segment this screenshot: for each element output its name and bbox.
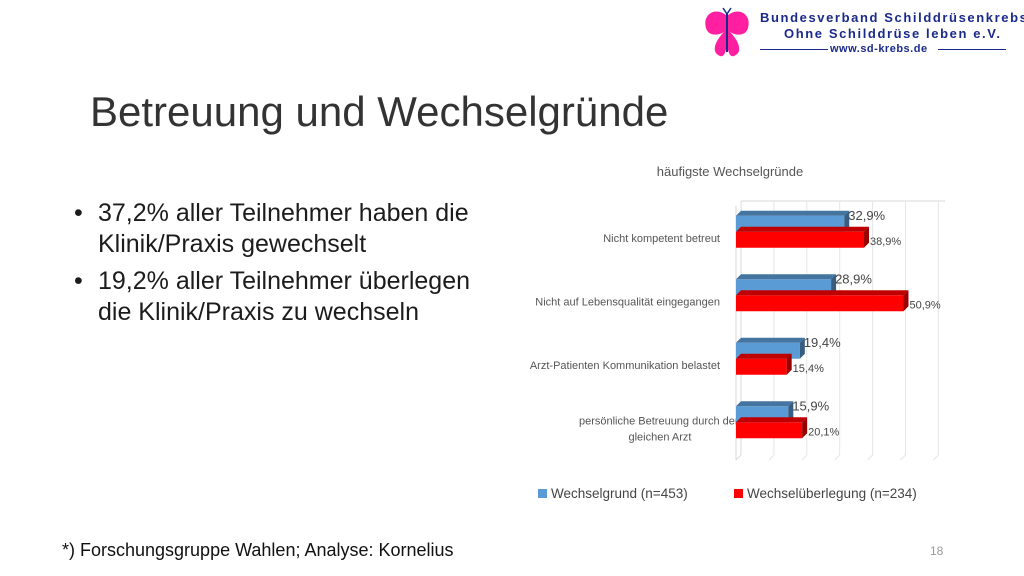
footnote: *) Forschungsgruppe Wahlen; Analyse: Kor… (62, 540, 454, 560)
bar-side-face (863, 226, 869, 248)
bar-top-face (736, 417, 808, 423)
bar-chart: häufigste Wechselgründe Nicht kompetent b… (490, 160, 960, 520)
legend-swatch (538, 489, 547, 498)
legend-label: Wechselgrund (n=453) (551, 486, 688, 501)
bar-top-face (736, 401, 794, 407)
bar-top-face (736, 226, 869, 232)
data-label: 19,4% (804, 335, 841, 350)
data-label: 28,9% (835, 271, 872, 286)
gridline-floor (900, 454, 906, 461)
bar-side-face (903, 290, 909, 312)
bar-top-face (736, 290, 909, 296)
plot-floor-edge (735, 454, 742, 461)
bullet-glyph: • (74, 267, 83, 295)
bar-side-face (831, 274, 837, 296)
org-subtitle-line: Ohne Schilddrüse leben e.V. (784, 26, 1002, 41)
bullet-text: 37,2% aller Teilnehmer haben die Klinik/… (98, 199, 469, 258)
category-label: Nicht kompetent betreut (603, 233, 720, 245)
chart-title: häufigste Wechselgründe (657, 164, 803, 179)
gridline-floor (933, 454, 939, 461)
category-label: Arzt-Patienten Kommunikation belastet (530, 360, 720, 372)
gridline-floor (834, 454, 841, 461)
bar (736, 422, 803, 439)
org-rule-right (938, 49, 1006, 50)
chart-canvas: häufigste Wechselgründe Nicht kompetent b… (530, 164, 945, 501)
org-name-line: Bundesverband Schilddrüsenkrebs (760, 10, 1024, 25)
bullet-item: • 37,2% aller Teilnehmer haben die Klini… (70, 198, 470, 260)
legend-label: Wechselüberlegung (n=234) (747, 486, 917, 501)
data-label: 50,9% (909, 299, 940, 311)
category-label: gleichen Arzt (629, 431, 692, 443)
bar-top-face (736, 337, 805, 343)
category-label: persönliche Betreuung durch den (579, 415, 741, 427)
gridline-floor (801, 454, 808, 461)
bar-side-face (786, 353, 792, 375)
slide-title: Betreuung und Wechselgründe (90, 88, 669, 135)
bar (736, 231, 864, 248)
bar (736, 358, 787, 375)
org-url[interactable]: www.sd-krebs.de (830, 43, 928, 55)
data-label: 15,9% (792, 398, 829, 413)
data-label: 20,1% (808, 426, 839, 438)
gridline-floor (867, 454, 873, 461)
bullet-glyph: • (74, 199, 83, 227)
data-label: 32,9% (848, 208, 885, 223)
category-label: Nicht auf Lebensqualität eingegangen (535, 296, 720, 308)
org-logo: Bundesverband Schilddrüsenkrebs Ohne Sch… (698, 6, 1024, 62)
legend-swatch (734, 489, 743, 498)
org-rule-left (760, 49, 828, 50)
butterfly-logo-icon (705, 7, 749, 57)
gridline-floor (768, 454, 775, 461)
bar (736, 295, 904, 312)
bar-side-face (802, 417, 808, 439)
page-number: 18 (930, 544, 944, 558)
bar-top-face (736, 210, 850, 216)
bar-side-face (844, 210, 850, 232)
bar-top-face (736, 353, 792, 359)
bar-side-face (788, 401, 794, 423)
data-label: 38,9% (870, 236, 901, 248)
bullet-list: • 37,2% aller Teilnehmer haben die Klini… (70, 198, 470, 334)
bar-top-face (736, 274, 837, 280)
bar-side-face (799, 337, 805, 359)
data-label: 15,4% (793, 363, 824, 375)
bullet-text: 19,2% aller Teilnehmer überlegen die Kli… (98, 267, 470, 326)
bullet-item: • 19,2% aller Teilnehmer überlegen die K… (70, 266, 470, 328)
